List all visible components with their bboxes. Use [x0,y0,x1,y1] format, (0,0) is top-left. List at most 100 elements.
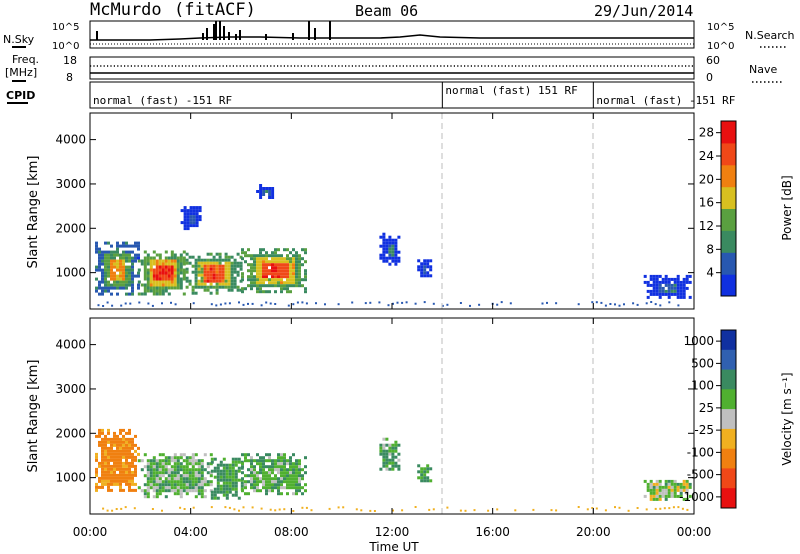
velocity-data-cell [283,468,286,472]
power-data-cell [292,281,295,285]
power-scatter-cell [496,303,499,306]
power-data-cell [382,247,386,251]
power-data-cell [198,215,202,219]
velocity-data-cell [210,493,214,497]
power-data-cell [119,268,122,272]
power-scatter-cell [387,304,390,307]
power-data-cell [289,272,292,276]
power-data-cell [649,292,653,296]
power-data-cell [247,254,250,258]
power-data-cell [195,221,199,225]
power-data-cell [298,263,301,267]
velocity-data-cell [655,485,659,489]
velocity-data-cell [231,457,235,461]
velocity-data-cell [268,468,271,472]
colorbar-swatch [721,208,736,231]
velocity-data-cell [262,474,265,478]
velocity-data-cell [104,467,107,471]
velocity-data-cell [673,485,677,489]
velocity-data-cell [274,483,277,487]
velocity-data-cell [688,494,692,498]
colorbar-tick-label: 4 [706,266,714,280]
power-data-cell [191,270,195,274]
power-data-cell [113,280,116,284]
velocity-data-cell [185,483,189,487]
power-data-cell [176,271,180,275]
power-data-cell [134,274,137,278]
power-data-cell [131,280,134,284]
power-data-cell [295,272,298,276]
power-data-cell [673,283,677,287]
power-data-cell [215,264,219,268]
power-data-cell [192,209,196,213]
velocity-data-cell [277,483,280,487]
power-scatter-cell [677,304,680,307]
power-data-cell [161,259,165,263]
velocity-data-cell [155,483,159,487]
power-data-cell [394,238,398,242]
power-data-cell [215,285,219,289]
power-data-cell [304,272,307,276]
velocity-data-cell [182,480,186,484]
power-data-cell [298,257,301,261]
power-data-cell [119,271,122,275]
velocity-data-cell [158,462,162,466]
velocity-data-cell [685,491,689,495]
power-data-cell [224,285,228,289]
power-data-cell [274,284,277,288]
power-data-cell [301,263,304,267]
power-ylabel: Slant Range [km] [26,156,41,269]
freq-strip: Freq. [MHz] 18 8 60 0 Nave [5,53,782,84]
power-data-cell [385,250,389,254]
velocity-data-cell [292,462,295,466]
power-data-cell [256,254,259,258]
velocity-data-cell [188,471,192,475]
velocity-data-cell [219,472,223,476]
velocity-data-cell [388,467,392,471]
velocity-data-cell [119,467,122,471]
velocity-data-cell [262,477,265,481]
velocity-data-cell [420,479,424,483]
power-data-cell [250,263,253,267]
velocity-data-cell [134,443,137,447]
power-data-cell [197,282,201,286]
velocity-data-cell [200,483,204,487]
power-data-cell [233,267,237,271]
velocity-data-cell [128,428,131,432]
power-data-cell [679,280,683,284]
velocity-data-cell [685,485,689,489]
power-data-cell [280,254,283,258]
power-data-cell [655,286,659,290]
velocity-data-cell [391,452,395,456]
power-data-cell [277,275,280,279]
power-data-cell [206,288,210,292]
velocity-data-cell [122,464,125,468]
power-data-cell [426,265,430,269]
power-data-cell [110,244,113,248]
power-data-cell [113,277,116,281]
velocity-data-cell [234,463,238,467]
velocity-data-cell [134,482,137,486]
power-data-cell [664,289,668,293]
velocity-data-cell [673,491,677,495]
power-data-cell [107,256,110,260]
power-data-cell [170,271,174,275]
power-data-cell [652,274,656,278]
velocity-data-cell [210,457,214,461]
power-data-cell [289,290,292,294]
power-data-cell [122,262,125,266]
velocity-data-cell [216,487,220,491]
power-data-cell [122,268,125,272]
velocity-data-cell [152,489,156,493]
power-data-cell [173,253,177,257]
power-data-cell [233,261,237,265]
velocity-data-cell [649,482,653,486]
power-data-cell [388,238,392,242]
power-data-cell [182,256,186,260]
velocity-scatter-cell [591,507,594,509]
power-data-cell [221,267,225,271]
velocity-data-cell [194,489,198,493]
power-data-cell [679,289,683,293]
power-data-cell [429,268,433,272]
